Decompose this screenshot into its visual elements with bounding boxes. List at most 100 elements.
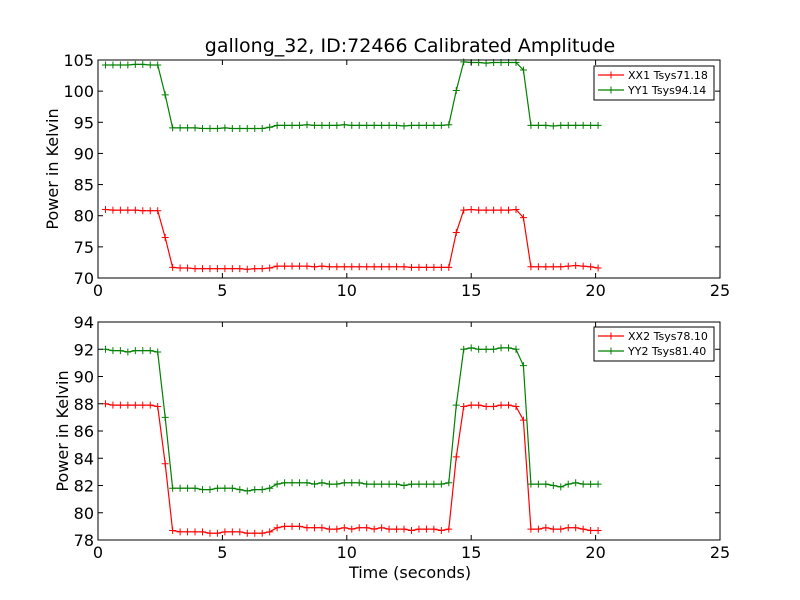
data-point (400, 263, 408, 271)
data-point (221, 124, 229, 132)
data-point (430, 263, 438, 271)
legend-swatch-marker (607, 347, 615, 355)
top-plot-marks (101, 58, 602, 273)
data-point (542, 263, 550, 271)
data-point (385, 263, 393, 271)
data-point (370, 121, 378, 129)
data-point (139, 60, 147, 68)
data-point (288, 522, 296, 530)
data-point (325, 263, 333, 271)
data-point (176, 264, 184, 272)
data-point (415, 480, 423, 488)
data-point (146, 207, 154, 215)
data-point (557, 263, 565, 271)
data-point (146, 401, 154, 409)
bottom-axis-ticks: 0 5 10 15 20 25 78 80 82 84 86 88 90 92 94 (74, 313, 731, 562)
data-point (191, 265, 199, 273)
data-point (340, 263, 348, 271)
data-point (415, 525, 423, 533)
data-point (385, 525, 393, 533)
data-point (198, 125, 206, 133)
data-point (527, 263, 535, 271)
y-tick-label: 94 (74, 313, 94, 332)
data-point (333, 121, 341, 129)
data-point (400, 122, 408, 130)
data-point (101, 61, 109, 69)
data-point (198, 486, 206, 494)
data-point (288, 121, 296, 129)
legend-label: XX2 Tsys78.10 (628, 330, 708, 343)
data-point (475, 345, 483, 353)
data-point (370, 480, 378, 488)
data-point (288, 262, 296, 270)
data-point (266, 264, 274, 272)
data-point (303, 479, 311, 487)
data-point (542, 121, 550, 129)
data-point (221, 265, 229, 273)
data-point (273, 262, 281, 270)
data-point (363, 524, 371, 532)
data-point (221, 528, 229, 536)
data-point (445, 479, 453, 487)
bottom-subplot: Power in Kelvin Time (seconds) 0 5 10 15 20 2… (53, 313, 730, 582)
data-point (594, 526, 602, 534)
y-tick-label: 80 (74, 207, 94, 226)
data-point (281, 121, 289, 129)
legend-swatch-marker (607, 332, 615, 340)
y-tick-label: 80 (74, 504, 94, 523)
data-point (467, 344, 475, 352)
data-point (393, 480, 401, 488)
data-point (325, 480, 333, 488)
data-point (333, 480, 341, 488)
x-tick-label: 10 (337, 281, 357, 300)
data-point (273, 524, 281, 532)
data-point (176, 528, 184, 536)
y-tick-label: 88 (74, 395, 94, 414)
data-point (587, 480, 595, 488)
data-point (564, 480, 572, 488)
data-point (445, 121, 453, 129)
bottom-plot-marks (101, 344, 602, 537)
legend-label: XX1 Tsys71.18 (628, 69, 708, 82)
data-point (228, 125, 236, 133)
data-point (437, 480, 445, 488)
data-point (213, 529, 221, 537)
data-point (213, 484, 221, 492)
data-point (124, 206, 132, 214)
y-tick-label: 82 (74, 477, 94, 496)
y-tick-label: 90 (74, 368, 94, 387)
data-point (549, 263, 557, 271)
data-point (154, 207, 162, 215)
bottom-y-axis-label: Power in Kelvin (53, 370, 72, 491)
legend-swatch-marker (607, 86, 615, 94)
data-point (318, 479, 326, 487)
data-point (482, 345, 490, 353)
top-axis-ticks: 0 5 10 15 20 25 70 75 80 85 90 95 100 105 (63, 51, 730, 300)
data-point (572, 479, 580, 487)
data-point (467, 205, 475, 213)
data-point (258, 125, 266, 133)
legend-label: YY1 Tsys94.14 (627, 84, 706, 97)
x-axis-label: Time (seconds) (348, 563, 471, 582)
data-point (385, 480, 393, 488)
legend-box (593, 326, 715, 362)
data-point (482, 206, 490, 214)
data-point (587, 526, 595, 534)
data-point (460, 345, 468, 353)
data-point (407, 480, 415, 488)
data-point (534, 263, 542, 271)
data-point (101, 400, 109, 408)
data-point (161, 91, 169, 99)
data-point (519, 416, 527, 424)
data-point (154, 402, 162, 410)
data-point (184, 124, 192, 132)
data-point (527, 525, 535, 533)
data-point (490, 206, 498, 214)
y-tick-label: 78 (74, 531, 94, 550)
data-point (370, 263, 378, 271)
data-point (213, 125, 221, 133)
data-point (236, 486, 244, 494)
data-point (109, 206, 117, 214)
data-point (154, 348, 162, 356)
